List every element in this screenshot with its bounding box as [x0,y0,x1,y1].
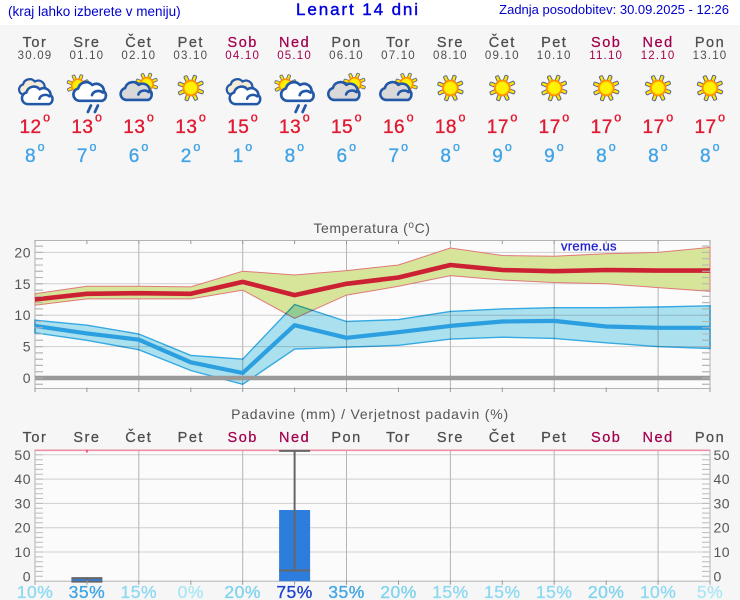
svg-text:30: 30 [14,495,31,511]
svg-text:10%: 10% [640,582,677,600]
svg-text:8o: 8o [25,140,45,167]
svg-text:Sre: Sre [73,35,100,51]
svg-text:Ned: Ned [643,430,674,446]
svg-text:02.10: 02.10 [121,50,156,62]
svg-text:06.10: 06.10 [329,50,364,62]
svg-text:08.10: 08.10 [433,50,468,62]
svg-text:Ned: Ned [279,35,310,51]
svg-text:05.10: 05.10 [277,50,312,62]
svg-text:0%: 0% [178,582,204,600]
svg-text:Pet: Pet [178,430,204,446]
svg-text:Čet: Čet [125,34,152,51]
svg-text:40: 40 [714,471,731,487]
svg-text:20%: 20% [588,582,625,600]
svg-text:11.10: 11.10 [589,50,623,62]
svg-text:Sre: Sre [437,35,464,51]
svg-text:Sob: Sob [228,430,258,446]
svg-text:vreme.us: vreme.us [561,239,617,254]
svg-text:Pon: Pon [331,430,361,446]
svg-text:Ned: Ned [279,430,310,446]
svg-text:10: 10 [14,544,31,560]
svg-text:Tor: Tor [386,430,411,446]
svg-text:35%: 35% [69,582,106,600]
svg-text:Tor: Tor [386,35,411,51]
svg-text:Pon: Pon [331,35,361,51]
svg-text:0: 0 [23,370,31,386]
svg-text:15%: 15% [536,582,573,600]
svg-text:(kraj lahko izberete v meniju): (kraj lahko izberete v meniju) [8,4,181,19]
svg-text:15%: 15% [432,582,469,600]
svg-text:13o: 13 o [71,111,102,139]
svg-text:15%: 15% [121,582,158,600]
svg-text:Zadnja posodobitev: 30.09.2025: Zadnja posodobitev: 30.09.2025 - 12:26 [499,2,729,17]
svg-text:Padavine (mm) / Verjetnost pad: Padavine (mm) / Verjetnost padavin (%) [231,406,509,422]
svg-text:Pet: Pet [541,430,567,446]
svg-text:50: 50 [14,447,31,463]
svg-text:13.10: 13.10 [693,50,728,62]
svg-text:15%: 15% [484,582,521,600]
svg-text:20: 20 [14,244,31,260]
svg-text:10: 10 [14,307,31,323]
svg-text:40: 40 [14,471,31,487]
svg-text:Sre: Sre [73,430,100,446]
svg-text:01.10: 01.10 [70,50,105,62]
svg-text:Čet: Čet [489,34,516,51]
svg-text:Sob: Sob [228,35,258,51]
svg-text:Lenart 14 dni: Lenart 14 dni [296,0,420,19]
svg-text:04.10: 04.10 [225,50,260,62]
svg-text:30.09: 30.09 [18,50,53,62]
svg-text:20: 20 [14,520,31,536]
svg-text:5%: 5% [697,582,723,600]
svg-text:03.10: 03.10 [173,50,208,62]
svg-text:09.10: 09.10 [485,50,520,62]
svg-text:Sob: Sob [591,430,621,446]
svg-text:Tor: Tor [23,35,48,51]
svg-text:Sre: Sre [437,430,464,446]
svg-text:12.10: 12.10 [641,50,676,62]
svg-text:Pet: Pet [178,35,204,51]
svg-text:20%: 20% [380,582,417,600]
svg-text:50: 50 [714,447,731,463]
svg-text:20: 20 [714,520,731,536]
svg-text:0: 0 [714,568,722,584]
svg-text:07.10: 07.10 [381,50,416,62]
svg-text:75%: 75% [276,582,313,600]
svg-text:Ned: Ned [643,35,674,51]
svg-text:Temperatura (oC): Temperatura (oC) [313,220,430,236]
svg-text:Sob: Sob [591,35,621,51]
svg-text:35%: 35% [328,582,365,600]
svg-text:Pet: Pet [541,35,567,51]
svg-text:0: 0 [23,568,31,584]
svg-text:Pon: Pon [695,430,725,446]
svg-text:Pon: Pon [695,35,725,51]
svg-text:10%: 10% [17,582,54,600]
svg-text:Čet: Čet [489,429,516,446]
svg-text:30: 30 [714,495,731,511]
svg-text:5: 5 [23,339,31,355]
svg-text:20%: 20% [224,582,261,600]
svg-text:15: 15 [14,276,31,292]
svg-text:10: 10 [714,544,731,560]
svg-text:10.10: 10.10 [537,50,572,62]
svg-text:Tor: Tor [23,430,48,446]
svg-text:Čet: Čet [125,429,152,446]
